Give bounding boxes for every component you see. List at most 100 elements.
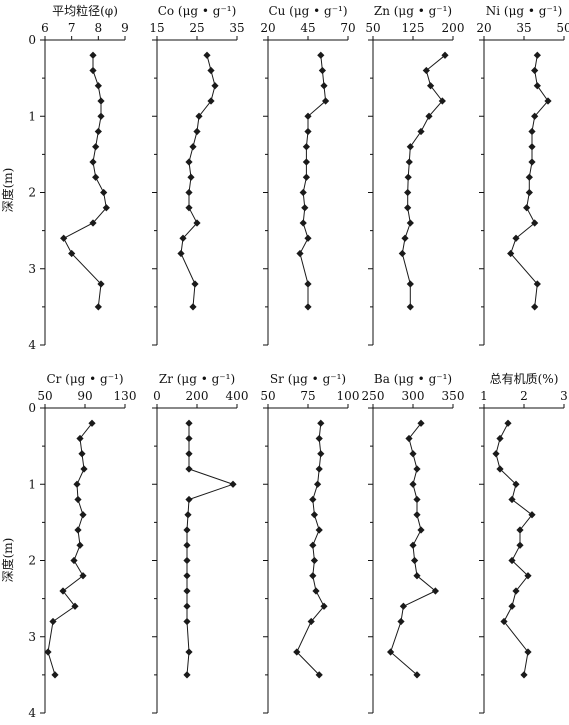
panel-5-data-point: [73, 480, 81, 488]
panel-3-data-point: [422, 66, 430, 75]
panel-7-data-point: [309, 495, 317, 504]
panel-8-x-tick-label: 250: [362, 389, 385, 403]
panel-8-data-point: [399, 602, 407, 610]
panel-4-data-point: [533, 51, 541, 59]
panel-9-data-point: [512, 587, 520, 595]
panel-9-x-tick-label: 1: [480, 389, 488, 403]
panel-3-x-tick-label: 200: [442, 21, 465, 35]
panel-8-data-point: [413, 465, 421, 473]
panel-8-x-tick-label: 350: [442, 389, 465, 403]
panel-1-data-point: [189, 143, 197, 151]
panel-3-data-point: [406, 280, 414, 288]
panel-2-data-point: [318, 66, 326, 75]
panel-5-data-point: [49, 617, 57, 626]
panel-3-title: Zn (μg • g⁻¹): [374, 4, 452, 18]
panel-3-data-point: [398, 249, 406, 258]
depth-tick-label: 1: [28, 477, 36, 491]
panel-4-data-point: [531, 112, 539, 120]
panel-8-data-point: [413, 572, 421, 580]
depth-tick-label: 2: [28, 554, 36, 568]
panel-3-data-point: [406, 143, 414, 151]
panel-4-data-point: [531, 66, 539, 75]
panel-7-series-line: [296, 423, 325, 676]
panel-7-data-point: [315, 465, 323, 473]
panel-7-x-tick-label: 100: [337, 389, 360, 403]
panel-9-data-point: [508, 495, 516, 504]
panel-7-data-point: [307, 617, 315, 626]
panel-4-data-point: [533, 82, 541, 90]
panel-1-data-point: [193, 127, 201, 136]
panel-3-data-point: [427, 82, 435, 90]
panel-4-series-line: [510, 55, 549, 307]
panel-6-data-point: [183, 541, 191, 549]
panel-6-x-tick-label: 0: [153, 389, 161, 403]
panel-8-data-point: [409, 541, 417, 549]
panel-1-data-point: [185, 158, 193, 166]
panel-2-x-tick-label: 20: [260, 21, 275, 35]
panel-4-x-tick-label: 20: [476, 21, 491, 35]
panel-9-series-line: [495, 423, 533, 675]
panel-8-data-point: [413, 495, 421, 504]
panel-1-data-point: [207, 97, 215, 105]
panel-1-x-tick-label: 15: [149, 21, 164, 35]
panel-5-series-line: [47, 422, 93, 676]
panel-5-data-point: [79, 572, 87, 580]
panel-3-x-tick-label: 125: [402, 21, 425, 35]
panel-4-data-point: [523, 204, 531, 212]
panel-6-data-point: [183, 526, 191, 534]
panel-5-data-point: [88, 419, 96, 427]
panel-8-series-line: [390, 422, 437, 676]
panel-4-data-point: [531, 303, 539, 311]
panel-8-data-point: [387, 648, 395, 656]
panel-5-data-point: [74, 495, 82, 504]
panel-2-data-point: [302, 143, 310, 151]
panel-7-data-point: [293, 648, 301, 656]
panel-3-data-point: [404, 188, 412, 197]
panel-8-data-point: [409, 450, 417, 458]
panel-9-data-point: [524, 572, 532, 580]
panel-8-data-point: [417, 526, 425, 534]
panel-8-data-point: [409, 480, 417, 488]
panel-1-data-point: [177, 249, 185, 258]
panel-5-data-point: [80, 465, 88, 473]
panel-1-data-point: [189, 303, 197, 311]
panel-1-series-line: [180, 55, 216, 307]
panel-4-data-point: [507, 249, 515, 258]
depth-tick-label: 4: [28, 338, 36, 352]
panel-6-data-point: [183, 572, 191, 580]
panel-6-data-point: [184, 511, 192, 519]
panel-4-data-point: [528, 127, 536, 136]
panel-3-data-point: [404, 173, 412, 181]
panel-2-data-point: [320, 82, 328, 90]
panel-4-title: Ni (μg • g⁻¹): [486, 4, 563, 18]
panel-2-data-point: [304, 127, 312, 136]
depth-tick-label: 3: [28, 262, 36, 276]
panel-0-data-point: [92, 173, 100, 181]
panel-1-x-tick-label: 25: [189, 21, 204, 35]
panel-2-data-point: [317, 51, 325, 59]
panel-6-series-line: [186, 423, 235, 675]
panel-7-data-point: [310, 556, 318, 565]
panel-7-data-point: [315, 526, 323, 534]
panel-7-data-point: [309, 572, 317, 580]
panel-5-data-point: [76, 541, 84, 549]
panel-0-data-point: [94, 82, 102, 90]
panel-9-data-point: [508, 556, 516, 565]
panel-5-x-tick-label: 130: [114, 389, 137, 403]
panel-3-data-point: [405, 158, 413, 166]
panel-8-title: Ba (μg • g⁻¹): [374, 372, 452, 386]
panel-1-data-point: [203, 51, 211, 59]
depth-tick-label: 2: [28, 186, 36, 200]
panel-8-data-point: [397, 617, 405, 626]
panel-0-data-point: [60, 234, 68, 242]
panel-0-series-line: [63, 55, 107, 307]
panel-9-x-tick-label: 3: [560, 389, 568, 403]
panel-6-data-point: [183, 556, 191, 565]
panel-0-data-point: [102, 204, 110, 212]
panel-3-series-line: [401, 54, 446, 307]
panel-9-data-point: [516, 541, 524, 549]
panel-3-x-tick-label: 50: [365, 21, 380, 35]
panel-5-data-point: [71, 602, 79, 610]
panel-0-data-point: [97, 280, 105, 288]
